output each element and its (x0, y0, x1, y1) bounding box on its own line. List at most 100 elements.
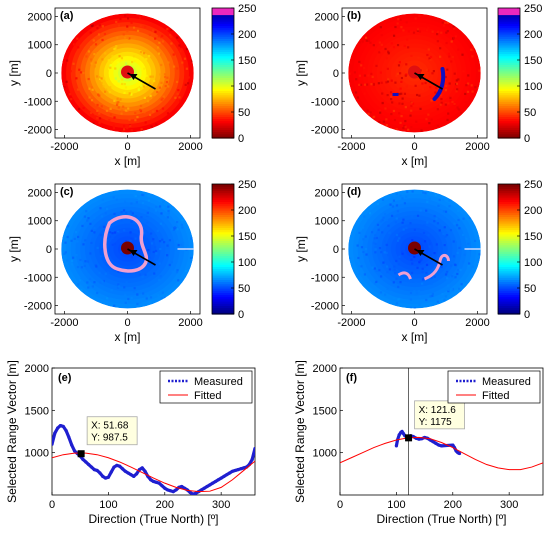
map-speckle (115, 236, 119, 239)
map-speckle (451, 100, 454, 104)
map-speckle (77, 235, 80, 239)
y-axis-label: Selected Range Vector [m] (293, 360, 307, 503)
map-speckle (77, 283, 80, 286)
map-speckle (437, 204, 440, 207)
measured-point (202, 486, 206, 490)
colorbar-band (498, 75, 520, 78)
colorbar-band (498, 51, 520, 55)
map-speckle (115, 198, 118, 201)
colorbar-band (498, 277, 520, 280)
map-speckle (145, 58, 148, 61)
map-speckle (458, 108, 461, 111)
map-speckle (380, 220, 383, 223)
arrow-head (416, 250, 425, 256)
colorbar-band (498, 301, 520, 304)
measured-point (431, 440, 435, 444)
map-speckle (421, 282, 424, 285)
map-speckle (391, 196, 394, 199)
colorbar-band (212, 285, 234, 289)
map-speckle (440, 98, 443, 101)
colorbar-band (498, 311, 520, 315)
map-speckle (108, 231, 112, 234)
x-tick-label: 100 (387, 499, 405, 511)
map-speckle (96, 52, 99, 55)
map-speckle (155, 205, 158, 209)
map-panel-a: -2000 0 2000 -2000 -1000 0 1000 2000 x [m] y [m] (… (7, 7, 203, 168)
datatip-marker (405, 434, 413, 442)
detected-feature (392, 93, 399, 96)
map-speckle (418, 30, 422, 33)
map-speckle (158, 86, 161, 89)
map-speckle (145, 297, 148, 300)
map-speckle (138, 273, 142, 276)
map-speckle (90, 62, 93, 65)
map-speckle (130, 220, 133, 223)
map-speckle (395, 128, 398, 131)
measured-point (242, 466, 246, 470)
measured-point (98, 471, 102, 475)
map-speckle (457, 218, 460, 222)
map-speckle (143, 67, 146, 70)
map-speckle (435, 217, 438, 220)
map-speckle (447, 112, 450, 115)
map-speckle (415, 93, 419, 97)
map-speckle (436, 300, 439, 303)
map-speckle (73, 43, 76, 46)
map-speckle (385, 218, 388, 222)
map-speckle (93, 216, 96, 219)
measured-point (205, 484, 209, 489)
map-speckle (378, 109, 381, 112)
map-speckle (70, 239, 73, 242)
x-tick-label: 2000 (465, 317, 489, 329)
map-speckle (108, 91, 111, 94)
map-speckle (140, 216, 143, 219)
colorbar-band (212, 94, 234, 98)
map-speckle (457, 209, 460, 212)
map-speckle (145, 74, 148, 77)
map-speckle (136, 115, 139, 119)
map-speckle (443, 298, 446, 301)
map-speckle (177, 279, 180, 282)
map-speckle (166, 76, 169, 79)
map-speckle (161, 291, 164, 294)
map-speckle (383, 251, 386, 254)
colorbar-band (212, 25, 234, 29)
map-speckle (136, 302, 139, 306)
colorbar-band (498, 186, 520, 189)
colorbar-band (498, 55, 520, 59)
datatip-x-text: X: 121.6 (419, 405, 457, 416)
map-speckle (128, 300, 131, 303)
map-speckle (415, 282, 418, 285)
map-speckle (401, 237, 404, 240)
map-speckle (447, 52, 450, 55)
map-speckle (372, 241, 375, 245)
map-speckle (186, 82, 190, 85)
map-speckle (164, 84, 167, 88)
map-speckle (144, 273, 147, 276)
map-speckle (457, 78, 460, 81)
colorbar-band (498, 190, 520, 194)
map-speckle (86, 260, 90, 263)
map-speckle (400, 114, 403, 118)
colorbar-band (498, 18, 520, 22)
map-speckle (453, 102, 456, 106)
measured-point (236, 468, 240, 472)
colorbar-tick-label: 100 (524, 257, 542, 269)
map-speckle (358, 265, 361, 268)
map-speckle (381, 219, 384, 222)
map-speckle (65, 92, 69, 96)
map-speckle (107, 59, 110, 62)
colorbar-band (212, 107, 234, 111)
y-tick-label: 0 (46, 68, 52, 80)
map-speckle (439, 103, 442, 106)
map-speckle (175, 80, 179, 84)
map-speckle (64, 241, 67, 244)
colorbar-band (212, 8, 234, 11)
map-speckle (470, 48, 473, 51)
map-speckle (108, 225, 112, 229)
colorbar-band (212, 197, 234, 200)
colorbar-band (212, 40, 234, 44)
map-speckle (114, 77, 117, 80)
map-speckle (442, 232, 445, 236)
map-speckle (126, 25, 129, 28)
